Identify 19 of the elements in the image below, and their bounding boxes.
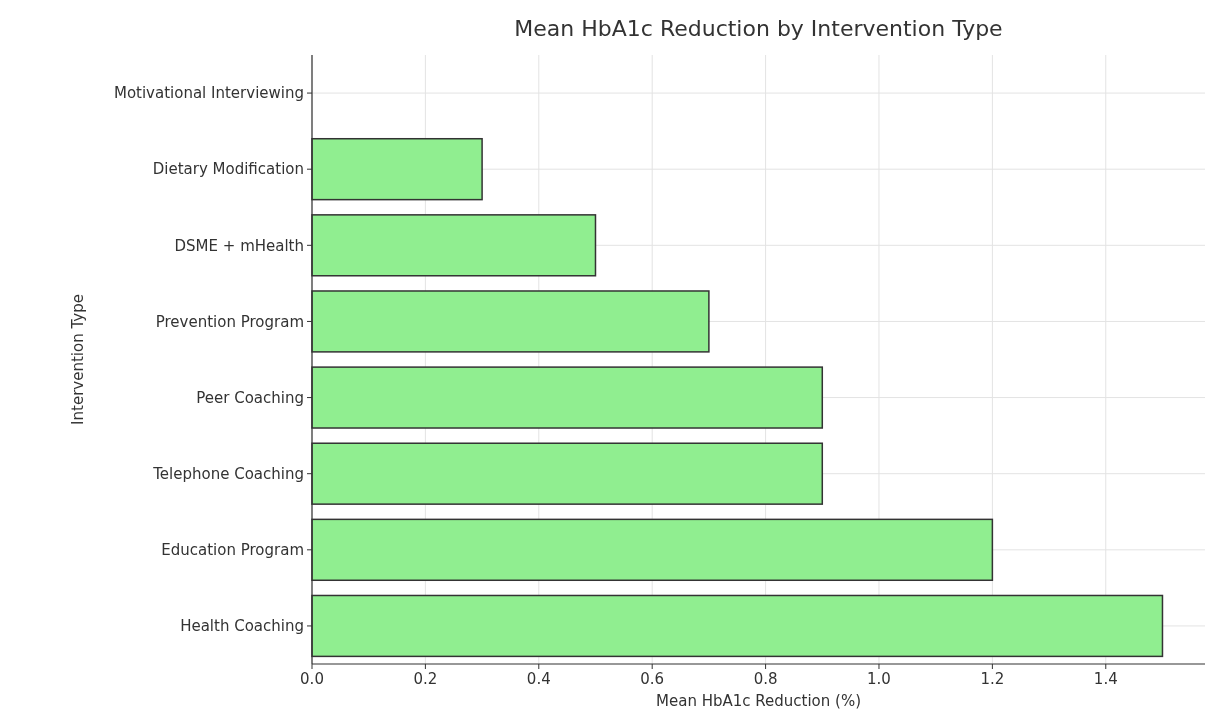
x-tick-label: 0.6	[640, 670, 665, 688]
y-axis-title: Intervention Type	[69, 294, 87, 425]
x-tick-label: 0.8	[753, 670, 778, 688]
y-tick-label: Prevention Program	[155, 312, 304, 331]
x-tick-label: 1.4	[1093, 670, 1118, 688]
x-tick-label: 0.4	[526, 670, 551, 688]
y-tick-label: Education Program	[161, 541, 304, 560]
y-tick-label: DSME + mHealth	[174, 236, 304, 255]
x-tick-label: 1.0	[867, 670, 891, 688]
x-tick-label: 0.0	[300, 670, 324, 688]
y-tick-label: Dietary Modification	[152, 160, 304, 179]
chart-title: Mean HbA1c Reduction by Intervention Type	[514, 16, 1003, 41]
y-tick-label: Motivational Interviewing	[113, 84, 304, 103]
x-axis-title: Mean HbA1c Reduction (%)	[656, 692, 861, 710]
x-tick-label: 1.2	[980, 670, 1005, 688]
y-tick-label: Telephone Coaching	[152, 464, 304, 483]
y-tick-label: Health Coaching	[180, 617, 304, 636]
y-tick-label: Peer Coaching	[196, 388, 304, 407]
x-tick-label: 0.2	[413, 670, 438, 688]
